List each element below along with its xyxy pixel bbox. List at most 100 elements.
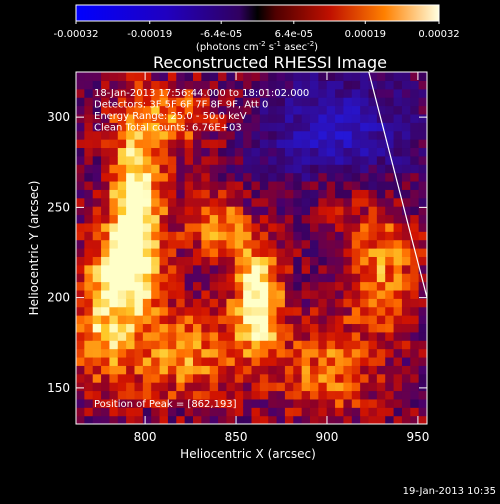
heatmap-cell: [343, 172, 353, 182]
heatmap-cell: [410, 222, 420, 232]
heatmap-cell: [393, 256, 403, 266]
heatmap-cell: [293, 331, 303, 341]
heatmap-cell: [159, 97, 169, 107]
heatmap-cell: [251, 105, 261, 115]
heatmap-cell: [259, 248, 269, 257]
heatmap-cell: [109, 97, 119, 107]
heatmap-cell: [376, 88, 386, 98]
heatmap-cell: [393, 231, 403, 241]
heatmap-cell: [268, 239, 278, 249]
heatmap-cell: [84, 373, 94, 383]
heatmap-cell: [259, 180, 269, 190]
heatmap-cell: [418, 331, 427, 341]
heatmap-cell: [385, 382, 395, 392]
heatmap-cell: [92, 239, 102, 249]
heatmap-cell: [251, 331, 261, 341]
heatmap-cell: [117, 373, 127, 383]
heatmap-cell: [218, 398, 228, 408]
heatmap-cell: [126, 189, 136, 199]
heatmap-cell: [293, 155, 303, 165]
heatmap-cell: [193, 348, 202, 358]
heatmap-cell: [351, 172, 361, 182]
heatmap-cell: [92, 248, 102, 257]
heatmap-cell: [376, 407, 386, 417]
heatmap-cell: [259, 356, 269, 366]
heatmap-cell: [343, 97, 353, 107]
heatmap-cell: [410, 113, 420, 123]
heatmap-cell: [310, 72, 319, 81]
heatmap-cell: [226, 373, 236, 383]
heatmap-cell: [310, 206, 319, 216]
heatmap-cell: [351, 105, 361, 115]
heatmap-cell: [401, 197, 411, 207]
heatmap-cell: [92, 139, 102, 149]
heatmap-cell: [268, 273, 278, 283]
heatmap-cell: [201, 164, 211, 174]
heatmap-cell: [385, 80, 395, 90]
heatmap-cell: [193, 281, 202, 291]
heatmap-cell: [201, 214, 211, 224]
heatmap-cell: [92, 80, 102, 90]
heatmap-cell: [284, 365, 294, 375]
heatmap-cell: [176, 340, 186, 350]
heatmap-cell: [360, 172, 370, 182]
heatmap-cell: [301, 298, 311, 308]
heatmap-cell: [117, 289, 127, 299]
heatmap-cell: [385, 189, 395, 199]
heatmap-cell: [234, 214, 244, 224]
heatmap-cell: [159, 415, 169, 424]
heatmap-cell: [176, 315, 186, 325]
heatmap-cell: [376, 147, 386, 157]
heatmap-cell: [293, 189, 303, 199]
heatmap-cell: [251, 214, 261, 224]
heatmap-cell: [401, 248, 411, 257]
heatmap-cell: [251, 365, 261, 375]
heatmap-cell: [326, 88, 336, 98]
heatmap-cell: [109, 306, 119, 316]
heatmap-cell: [134, 365, 144, 375]
heatmap-cell: [101, 172, 111, 182]
heatmap-cell: [318, 206, 328, 216]
heatmap-cell: [84, 365, 94, 375]
heatmap-cell: [226, 398, 236, 408]
heatmap-cell: [218, 72, 228, 81]
heatmap-cell: [209, 155, 219, 165]
heatmap-cell: [234, 222, 244, 232]
heatmap-cell: [84, 155, 94, 165]
heatmap-cell: [209, 281, 219, 291]
heatmap-cell: [226, 147, 236, 157]
heatmap-cell: [410, 398, 420, 408]
heatmap-cell: [243, 239, 253, 249]
heatmap-cell: [151, 180, 161, 190]
heatmap-cell: [234, 390, 244, 400]
heatmap-cell: [310, 239, 319, 249]
heatmap-cell: [284, 231, 294, 241]
heatmap-cell: [109, 72, 119, 81]
heatmap-cell: [393, 264, 403, 274]
heatmap-cell: [335, 281, 345, 291]
heatmap-cell: [109, 113, 119, 123]
heatmap-cell: [418, 222, 427, 232]
heatmap-cell: [310, 407, 319, 417]
heatmap-cell: [84, 315, 94, 325]
heatmap-cell: [385, 239, 395, 249]
heatmap-cell: [393, 356, 403, 366]
heatmap-cell: [167, 189, 177, 199]
heatmap-cell: [234, 197, 244, 207]
heatmap-cell: [151, 172, 161, 182]
heatmap-cell: [167, 306, 177, 316]
heatmap-cell: [201, 373, 211, 383]
heatmap-cell: [326, 398, 336, 408]
heatmap-cell: [159, 256, 169, 266]
heatmap-cell: [84, 122, 94, 132]
heatmap-cell: [301, 180, 311, 190]
heatmap-cell: [243, 281, 253, 291]
heatmap-cell: [101, 88, 111, 98]
heatmap-cell: [293, 206, 303, 216]
heatmap-cell: [184, 407, 194, 417]
heatmap-cell: [218, 105, 228, 115]
heatmap-cell: [326, 356, 336, 366]
heatmap-cell: [159, 281, 169, 291]
heatmap-cell: [184, 298, 194, 308]
heatmap-cell: [117, 281, 127, 291]
